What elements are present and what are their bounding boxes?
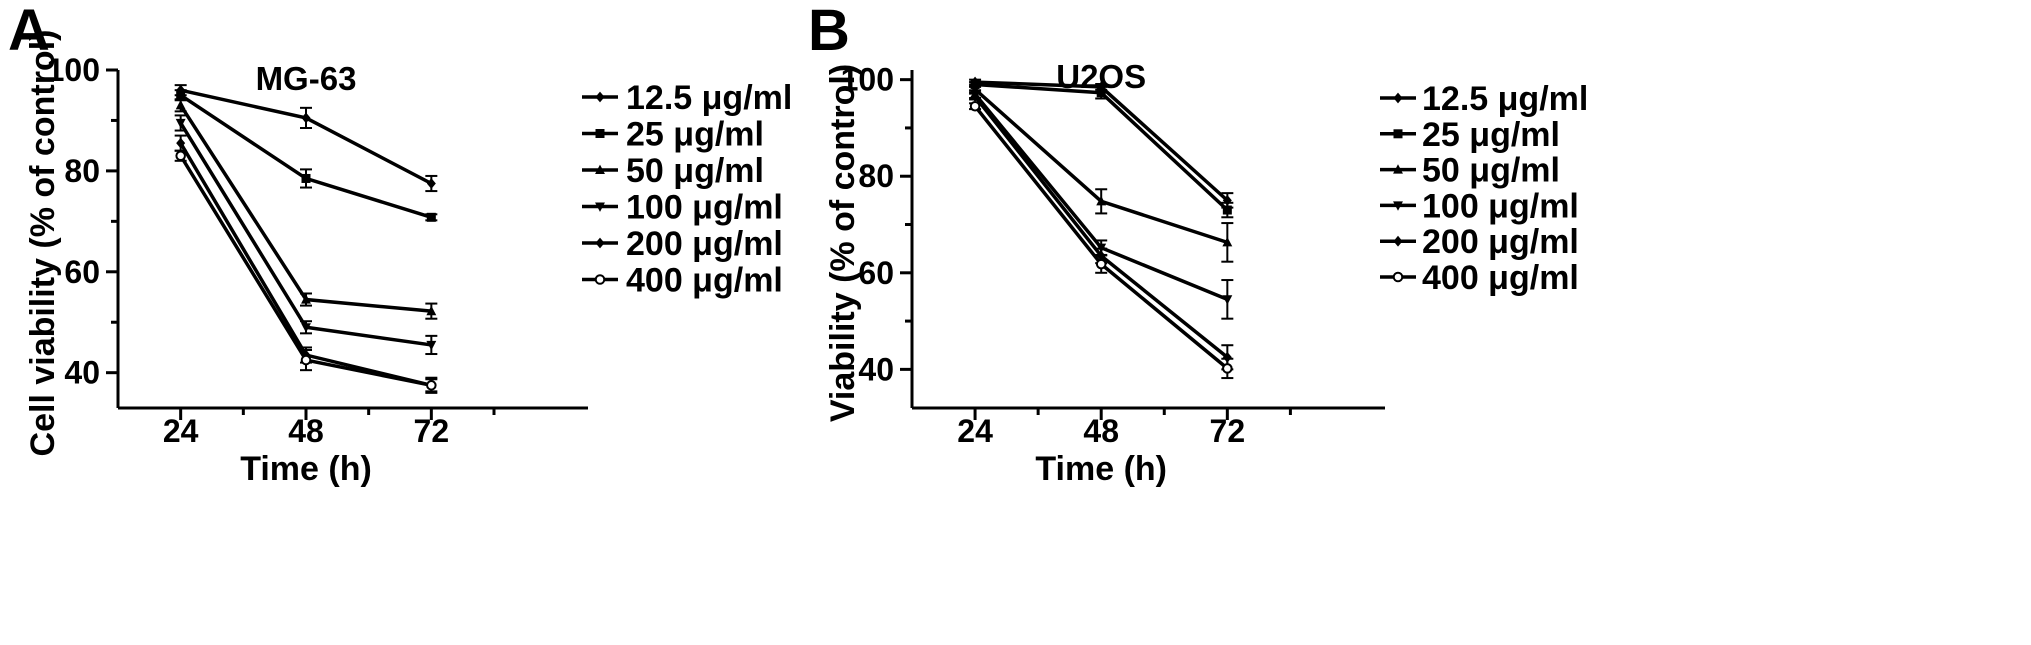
legend-marker bbox=[1393, 92, 1403, 104]
chart-title: MG-63 bbox=[256, 60, 357, 97]
legend-item: 200 μg/ml bbox=[582, 225, 783, 263]
legend-marker bbox=[1393, 201, 1403, 211]
x-axis-label: Time (h) bbox=[1035, 450, 1167, 488]
data-point bbox=[1222, 236, 1233, 247]
chart-panel-a: A MG-63 40 60 80 100 24 48 72 Time (h) Cell viabil… bbox=[8, 0, 792, 488]
data-point bbox=[176, 90, 186, 100]
series-6 bbox=[174, 149, 438, 394]
y-tick-label: 40 bbox=[858, 351, 894, 387]
series-4 bbox=[174, 114, 438, 356]
y-tick-label: 100 bbox=[47, 52, 100, 88]
x-tick-label: 48 bbox=[288, 413, 324, 449]
legend-label: 50 μg/ml bbox=[626, 152, 764, 190]
y-tick-label: 40 bbox=[64, 355, 100, 391]
legend-marker bbox=[595, 129, 605, 138]
legend-marker bbox=[595, 202, 605, 212]
data-point bbox=[969, 100, 981, 112]
data-point bbox=[1222, 351, 1232, 363]
data-point bbox=[426, 212, 436, 222]
legend-item: 100 μg/ml bbox=[582, 189, 783, 227]
data-point bbox=[1096, 195, 1107, 206]
series-line bbox=[973, 95, 1229, 359]
x-tick-label: 48 bbox=[1083, 413, 1119, 449]
x-axis-label: Time (h) bbox=[240, 450, 372, 488]
legend-marker bbox=[1392, 271, 1404, 283]
y-axis-label: Viability (% of control) bbox=[824, 64, 862, 422]
data-point bbox=[1222, 295, 1233, 305]
legend-marker bbox=[595, 237, 605, 249]
y-tick-label: 100 bbox=[841, 62, 894, 98]
panel-letter: B bbox=[808, 0, 850, 63]
data-point bbox=[970, 91, 980, 102]
legend-label: 200 μg/ml bbox=[1422, 223, 1579, 261]
data-point bbox=[1222, 205, 1232, 215]
data-point bbox=[175, 150, 186, 162]
series-line bbox=[179, 122, 432, 347]
data-point bbox=[426, 178, 436, 189]
y-tick-label: 60 bbox=[64, 254, 100, 290]
data-point bbox=[301, 173, 311, 183]
legend-marker bbox=[1393, 129, 1403, 139]
legend-item: 400 μg/ml bbox=[582, 262, 783, 300]
legend-item: 25 μg/ml bbox=[1380, 116, 1560, 154]
y-axis-label: Cell viability (% of control) bbox=[24, 30, 62, 457]
y-tick-label: 80 bbox=[64, 153, 100, 189]
legend-label: 25 μg/ml bbox=[1422, 116, 1560, 154]
legend-item: 50 μg/ml bbox=[582, 152, 764, 190]
legend-label: 100 μg/ml bbox=[1422, 187, 1579, 225]
legend-marker bbox=[595, 91, 605, 103]
data-point bbox=[176, 137, 186, 149]
legend-label: 12.5 μg/ml bbox=[626, 79, 792, 117]
data-point bbox=[301, 112, 311, 124]
series-3 bbox=[969, 83, 1234, 263]
legend-label: 50 μg/ml bbox=[1422, 152, 1560, 190]
data-point bbox=[426, 380, 437, 391]
data-point bbox=[1095, 258, 1107, 270]
data-point bbox=[426, 340, 437, 351]
data-point bbox=[301, 323, 311, 333]
legend-item: 100 μg/ml bbox=[1380, 187, 1579, 225]
x-tick-label: 24 bbox=[163, 413, 199, 449]
data-point bbox=[301, 294, 311, 304]
series-6 bbox=[969, 100, 1234, 380]
data-point bbox=[300, 354, 312, 366]
legend-item: 50 μg/ml bbox=[1380, 152, 1560, 190]
data-point bbox=[1096, 88, 1106, 98]
legend-label: 400 μg/ml bbox=[626, 262, 783, 300]
legend-label: 12.5 μg/ml bbox=[1422, 80, 1588, 118]
series-2 bbox=[174, 89, 438, 222]
y-tick-label: 60 bbox=[858, 255, 894, 291]
legend-marker bbox=[594, 274, 606, 285]
legend-label: 200 μg/ml bbox=[626, 225, 783, 263]
legend-item: 25 μg/ml bbox=[582, 116, 764, 154]
legend-label: 100 μg/ml bbox=[626, 189, 783, 227]
legend-marker bbox=[1393, 235, 1403, 247]
series-3 bbox=[174, 98, 438, 320]
legend-item: 400 μg/ml bbox=[1380, 259, 1579, 297]
data-point bbox=[175, 99, 186, 110]
legend-item: 12.5 μg/ml bbox=[1380, 80, 1588, 118]
x-tick-label: 24 bbox=[957, 413, 993, 449]
legend-item: 12.5 μg/ml bbox=[582, 79, 792, 117]
legend-label: 400 μg/ml bbox=[1422, 259, 1579, 297]
y-tick-label: 80 bbox=[858, 158, 894, 194]
legend-label: 25 μg/ml bbox=[626, 116, 764, 154]
data-point bbox=[426, 305, 437, 316]
x-tick-label: 72 bbox=[414, 413, 450, 449]
legend-marker bbox=[1393, 164, 1403, 174]
panel-letter: A bbox=[8, 0, 50, 63]
data-point bbox=[1222, 363, 1233, 374]
legend-marker bbox=[595, 164, 605, 175]
data-point bbox=[175, 118, 186, 129]
legend-item: 200 μg/ml bbox=[1380, 223, 1579, 261]
x-tick-label: 72 bbox=[1210, 413, 1246, 449]
